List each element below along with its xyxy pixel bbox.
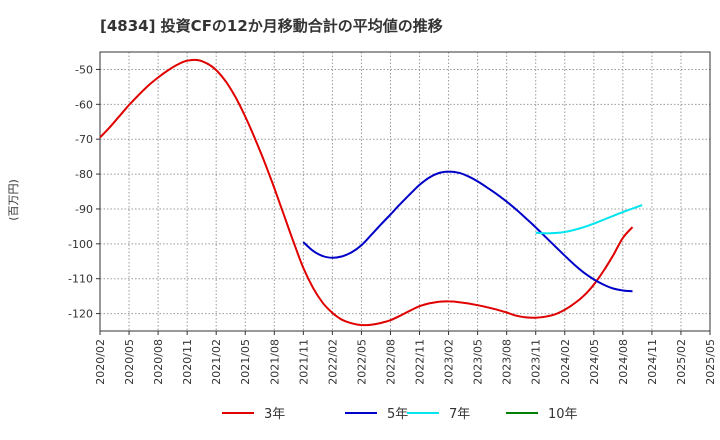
plot-frame [99, 51, 711, 332]
chart-title: [4834] 投資CFの12か月移動合計の平均値の推移 [100, 17, 443, 35]
x-tick-label: 2022/11 [414, 339, 427, 385]
legend-label-4: 10年 [548, 407, 578, 422]
x-tick-label: 2024/11 [646, 339, 659, 385]
x-tick-label: 2022/08 [384, 339, 397, 385]
x-tick-label: 2020/11 [181, 339, 194, 385]
x-tick-label: 2023/11 [530, 339, 543, 385]
x-tick-label: 2021/08 [268, 339, 281, 385]
legend-label-3: 7年 [449, 407, 470, 422]
x-tick-label: 2023/08 [501, 339, 514, 385]
y-tick-label: -110 [68, 273, 93, 286]
x-tick-label: 2024/02 [559, 339, 572, 385]
x-tick-label: 2020/05 [123, 339, 136, 385]
y-tick-label: -60 [75, 98, 93, 111]
series-line-3 [535, 204, 643, 235]
x-tick-label: 2024/08 [617, 339, 630, 385]
x-tick-label: 2021/11 [297, 339, 310, 385]
y-tick-label: -70 [75, 133, 93, 146]
y-tick-label: -80 [75, 168, 93, 181]
y-tick-label: -120 [68, 308, 93, 321]
y-tick-label: -50 [75, 63, 93, 76]
x-tick-label: 2020/02 [94, 339, 107, 385]
series-line-1 [99, 58, 634, 327]
series-line-2 [302, 170, 633, 293]
legend-label-1: 3年 [264, 407, 285, 422]
legend-label-2: 5年 [387, 407, 408, 422]
x-tick-label: 2025/05 [704, 339, 717, 385]
x-tick-label: 2022/05 [355, 339, 368, 385]
y-tick-label: -90 [75, 203, 93, 216]
x-tick-label: 2023/02 [443, 339, 456, 385]
x-tick-label: 2021/05 [239, 339, 252, 385]
y-axis: -50 -60 -70 -80 -90 -100 -110 -120 [68, 63, 100, 321]
plot-area [100, 52, 710, 331]
x-tick-label: 2025/02 [675, 339, 688, 385]
series-group [99, 58, 643, 327]
x-tick-label: 2024/05 [588, 339, 601, 385]
x-tick-label: 2021/02 [210, 339, 223, 385]
y-axis-label: (百万円) [7, 179, 20, 221]
x-tick-label: 2023/05 [472, 339, 485, 385]
y-tick-label: -100 [68, 238, 93, 251]
legend: 3年 5年 7年 10年 [222, 407, 578, 422]
x-tick-label: 2020/08 [152, 339, 165, 385]
x-tick-label: 2022/02 [326, 339, 339, 385]
x-axis: 2020/02 2020/05 2020/08 2020/11 2021/02 2021/… [94, 331, 717, 385]
